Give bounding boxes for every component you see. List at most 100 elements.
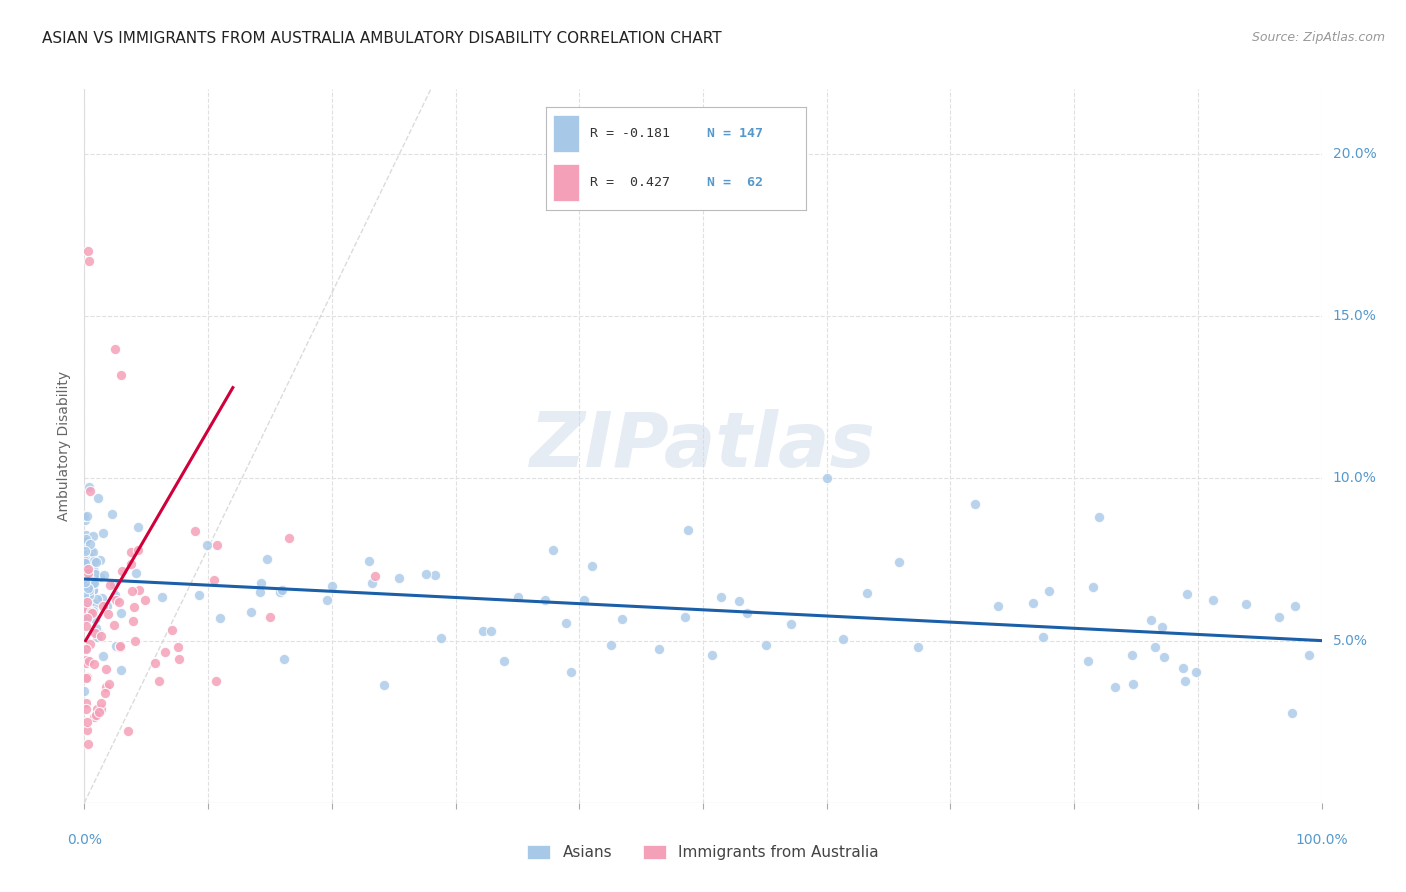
Point (83, 657, 105, 672)
Point (73, 594, 96, 608)
Point (89, 570, 111, 584)
Text: 100.0%: 100.0% (1295, 833, 1348, 847)
Text: 0.0%: 0.0% (67, 833, 101, 847)
Point (91, 591, 114, 605)
Point (111, 564, 134, 578)
Point (79, 483, 101, 498)
Point (103, 577, 125, 591)
Point (76, 714, 98, 729)
Point (87, 625, 110, 640)
Text: R = -0.181: R = -0.181 (589, 128, 669, 140)
Point (167, 652, 190, 666)
Point (83, 576, 105, 591)
Point (160, 623, 183, 637)
Point (77, 568, 100, 582)
Point (120, 557, 142, 571)
Point (83, 709, 105, 723)
Point (492, 654, 515, 668)
Point (121, 584, 143, 599)
Point (110, 606, 132, 620)
Point (75, 544, 97, 558)
Point (79, 555, 101, 569)
Point (91, 526, 114, 541)
Point (75, 702, 97, 716)
Point (82, 582, 104, 597)
Point (73, 548, 96, 562)
Point (127, 542, 149, 557)
Point (79, 637, 101, 651)
Point (110, 639, 132, 653)
Point (75, 641, 97, 656)
Point (117, 724, 139, 739)
Point (86, 630, 108, 644)
Point (357, 554, 380, 568)
Point (75, 533, 97, 547)
Point (79, 537, 101, 551)
Point (75, 528, 97, 542)
Point (1083, 580, 1105, 594)
Point (75, 619, 97, 633)
Point (430, 631, 453, 645)
Point (124, 633, 146, 648)
Text: 20.0%: 20.0% (1333, 147, 1376, 161)
Point (648, 641, 671, 656)
Point (89, 553, 111, 567)
Point (80, 545, 103, 559)
Point (965, 497, 987, 511)
Point (1298, 648, 1320, 662)
Point (1173, 660, 1195, 674)
Point (600, 638, 623, 652)
Point (205, 673, 228, 688)
Point (77, 590, 100, 604)
Point (202, 573, 225, 587)
Bar (554, 164, 579, 202)
Point (1184, 665, 1206, 679)
Point (259, 610, 281, 624)
Point (86, 592, 108, 607)
Point (208, 611, 231, 625)
Point (673, 610, 696, 624)
Point (1032, 630, 1054, 644)
Point (75, 551, 97, 566)
Point (856, 586, 879, 600)
Point (80, 607, 103, 621)
Point (423, 567, 446, 582)
Point (82, 584, 104, 599)
Bar (554, 115, 579, 153)
Point (84, 621, 107, 635)
Point (907, 640, 929, 655)
Point (1152, 619, 1174, 633)
Point (94, 662, 117, 676)
Point (75, 600, 97, 615)
Point (73, 588, 96, 602)
Point (269, 585, 291, 599)
Point (574, 593, 596, 607)
Point (184, 524, 207, 538)
Point (128, 582, 150, 597)
Point (75, 575, 97, 590)
Point (75, 600, 97, 615)
Point (277, 531, 299, 545)
Point (76, 508, 98, 523)
Point (73, 553, 96, 567)
Point (166, 640, 188, 655)
Point (755, 638, 778, 652)
Point (75, 602, 97, 616)
Point (271, 583, 294, 598)
Point (415, 567, 437, 582)
Point (84, 707, 107, 722)
Point (610, 613, 633, 627)
Point (700, 648, 723, 663)
Text: ASIAN VS IMMIGRANTS FROM AUSTRALIA AMBULATORY DISABILITY CORRELATION CHART: ASIAN VS IMMIGRANTS FROM AUSTRALIA AMBUL… (42, 31, 721, 46)
Point (93, 567, 115, 582)
Point (256, 552, 278, 566)
Point (77, 738, 100, 752)
Point (110, 368, 132, 382)
Point (1174, 673, 1197, 688)
Point (1022, 596, 1045, 610)
Point (76, 595, 98, 609)
Point (76, 563, 98, 577)
Point (73, 591, 96, 606)
Point (79, 549, 101, 563)
Point (373, 678, 395, 692)
